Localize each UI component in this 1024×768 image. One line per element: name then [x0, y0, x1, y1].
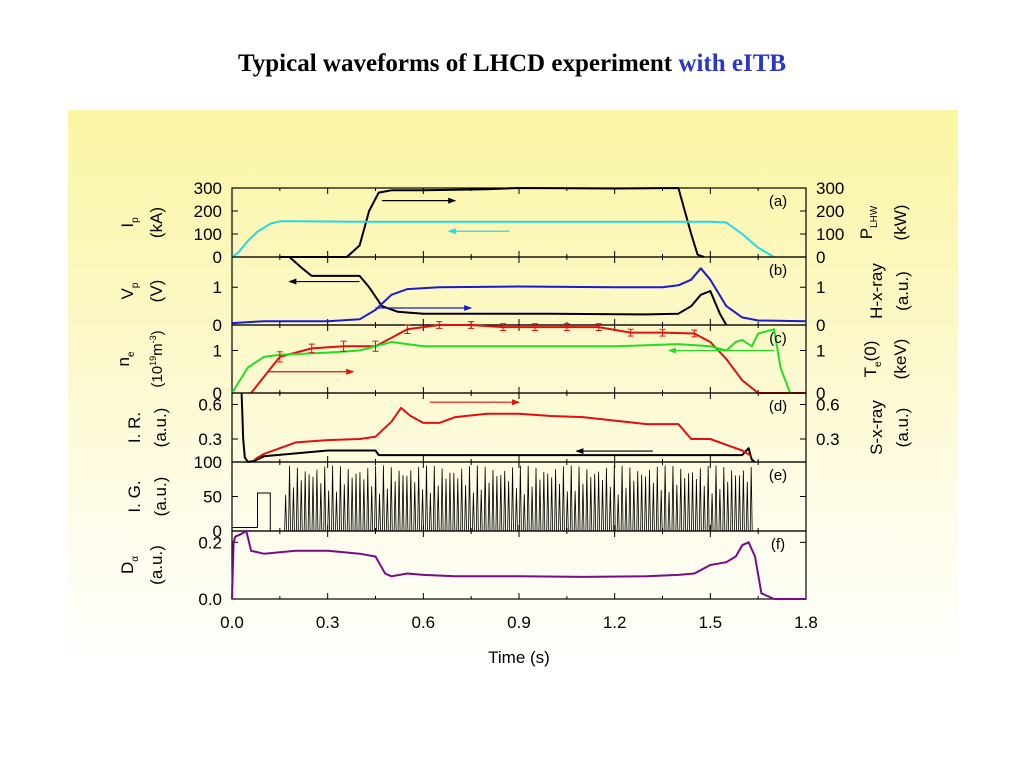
left-axis-label: I. G. — [125, 480, 144, 512]
y-tick-label: 0 — [213, 522, 222, 541]
right-y-tick-label: 200 — [816, 202, 844, 221]
panel-d — [231, 392, 807, 463]
y-tick-label: 0.0 — [198, 590, 222, 609]
panel-tag: (b) — [769, 262, 787, 279]
right-axis-units: (a.u.) — [893, 408, 912, 448]
y-tick-label: 0.6 — [198, 396, 222, 415]
y-tick-label: 0 — [213, 248, 222, 267]
x-tick-label: 0.0 — [220, 613, 244, 632]
right-y-tick-label: 0 — [816, 248, 825, 267]
series-line-black — [240, 392, 756, 463]
right-y-tick-label: 0.6 — [816, 396, 840, 415]
y-tick-label: 0.3 — [198, 430, 222, 449]
panel-f — [231, 530, 807, 600]
panel-tag: (f) — [771, 536, 785, 553]
chart-background — [68, 110, 958, 680]
y-tick-label: 100 — [194, 453, 222, 472]
panel-c — [231, 321, 807, 394]
left-axis-units: (a.u.) — [151, 408, 170, 448]
y-tick-label: 0.2 — [198, 533, 222, 552]
right-axis-label: H-x-ray — [867, 263, 886, 319]
x-axis-title: Time (s) — [488, 648, 550, 667]
left-axis-label: ne — [114, 351, 137, 366]
right-axis-label: PLHW — [857, 205, 880, 239]
panel-frame — [231, 324, 807, 394]
series-line-blue — [231, 267, 807, 325]
series-line-black — [288, 256, 728, 326]
y-tick-label: 0 — [213, 384, 222, 403]
left-axis-label: Dα — [118, 556, 141, 574]
series-line-green — [231, 328, 792, 394]
right-y-tick-label: 100 — [816, 225, 844, 244]
ion-gauge-spikes — [284, 465, 753, 532]
x-tick-label: 0.3 — [316, 613, 340, 632]
series-line-purple — [231, 530, 806, 600]
series-line-red — [250, 324, 806, 394]
title-main: Typical waveforms of LHCD experiment — [237, 50, 673, 77]
y-tick-label: 100 — [194, 225, 222, 244]
x-tick-label: 1.5 — [699, 613, 723, 632]
right-y-tick-label: 0.3 — [816, 430, 840, 449]
right-axis-units: (a.u.) — [893, 271, 912, 311]
y-tick-label: 200 — [194, 202, 222, 221]
panel-tag: (a) — [769, 193, 787, 210]
left-axis-label: Ip — [118, 217, 141, 228]
left-axis-units: (a.u.) — [147, 545, 166, 585]
series-line-black — [279, 187, 705, 258]
title-highlight: with eITB — [678, 50, 787, 77]
y-tick-label: 50 — [203, 488, 222, 507]
left-axis-units: (1019m-3) — [148, 330, 166, 387]
y-tick-label: 300 — [194, 179, 222, 198]
x-tick-label: 1.8 — [794, 613, 818, 632]
right-y-tick-label: 300 — [816, 179, 844, 198]
right-y-tick-label: 0 — [816, 384, 825, 403]
series-line-cyan — [231, 220, 775, 258]
x-tick-label: 1.2 — [603, 613, 627, 632]
panel-e — [231, 461, 807, 532]
right-axis-units: (keV) — [891, 339, 910, 380]
series-line-red — [253, 406, 753, 461]
panel-a — [231, 187, 807, 258]
right-y-tick-label: 0 — [816, 316, 825, 335]
left-axis-units: (a.u.) — [151, 477, 170, 517]
right-y-tick-label: 1 — [816, 342, 825, 361]
y-tick-label: 1 — [213, 342, 222, 361]
left-axis-units: (V) — [147, 280, 166, 303]
x-tick-label: 0.9 — [507, 613, 531, 632]
page-title: Typical waveforms of LHCD experiment wit… — [0, 50, 1024, 78]
left-axis-units: (kA) — [147, 207, 166, 238]
panel-b — [231, 256, 807, 326]
y-tick-label: 0 — [213, 316, 222, 335]
left-axis-label: Vp — [118, 282, 141, 299]
right-axis-label: S-x-ray — [867, 400, 886, 455]
right-axis-units: (kW) — [891, 205, 910, 241]
panel-tag: (c) — [769, 330, 787, 347]
panel-tag: (e) — [769, 467, 787, 484]
panel-tag: (d) — [769, 398, 787, 415]
left-axis-label: I. R. — [125, 412, 144, 443]
panel-frame — [231, 530, 807, 600]
gas-puff-trace — [232, 492, 271, 531]
right-axis-label: Te(0) — [861, 341, 884, 378]
x-tick-label: 0.6 — [412, 613, 436, 632]
right-y-tick-label: 1 — [816, 278, 825, 297]
y-tick-label: 1 — [213, 278, 222, 297]
